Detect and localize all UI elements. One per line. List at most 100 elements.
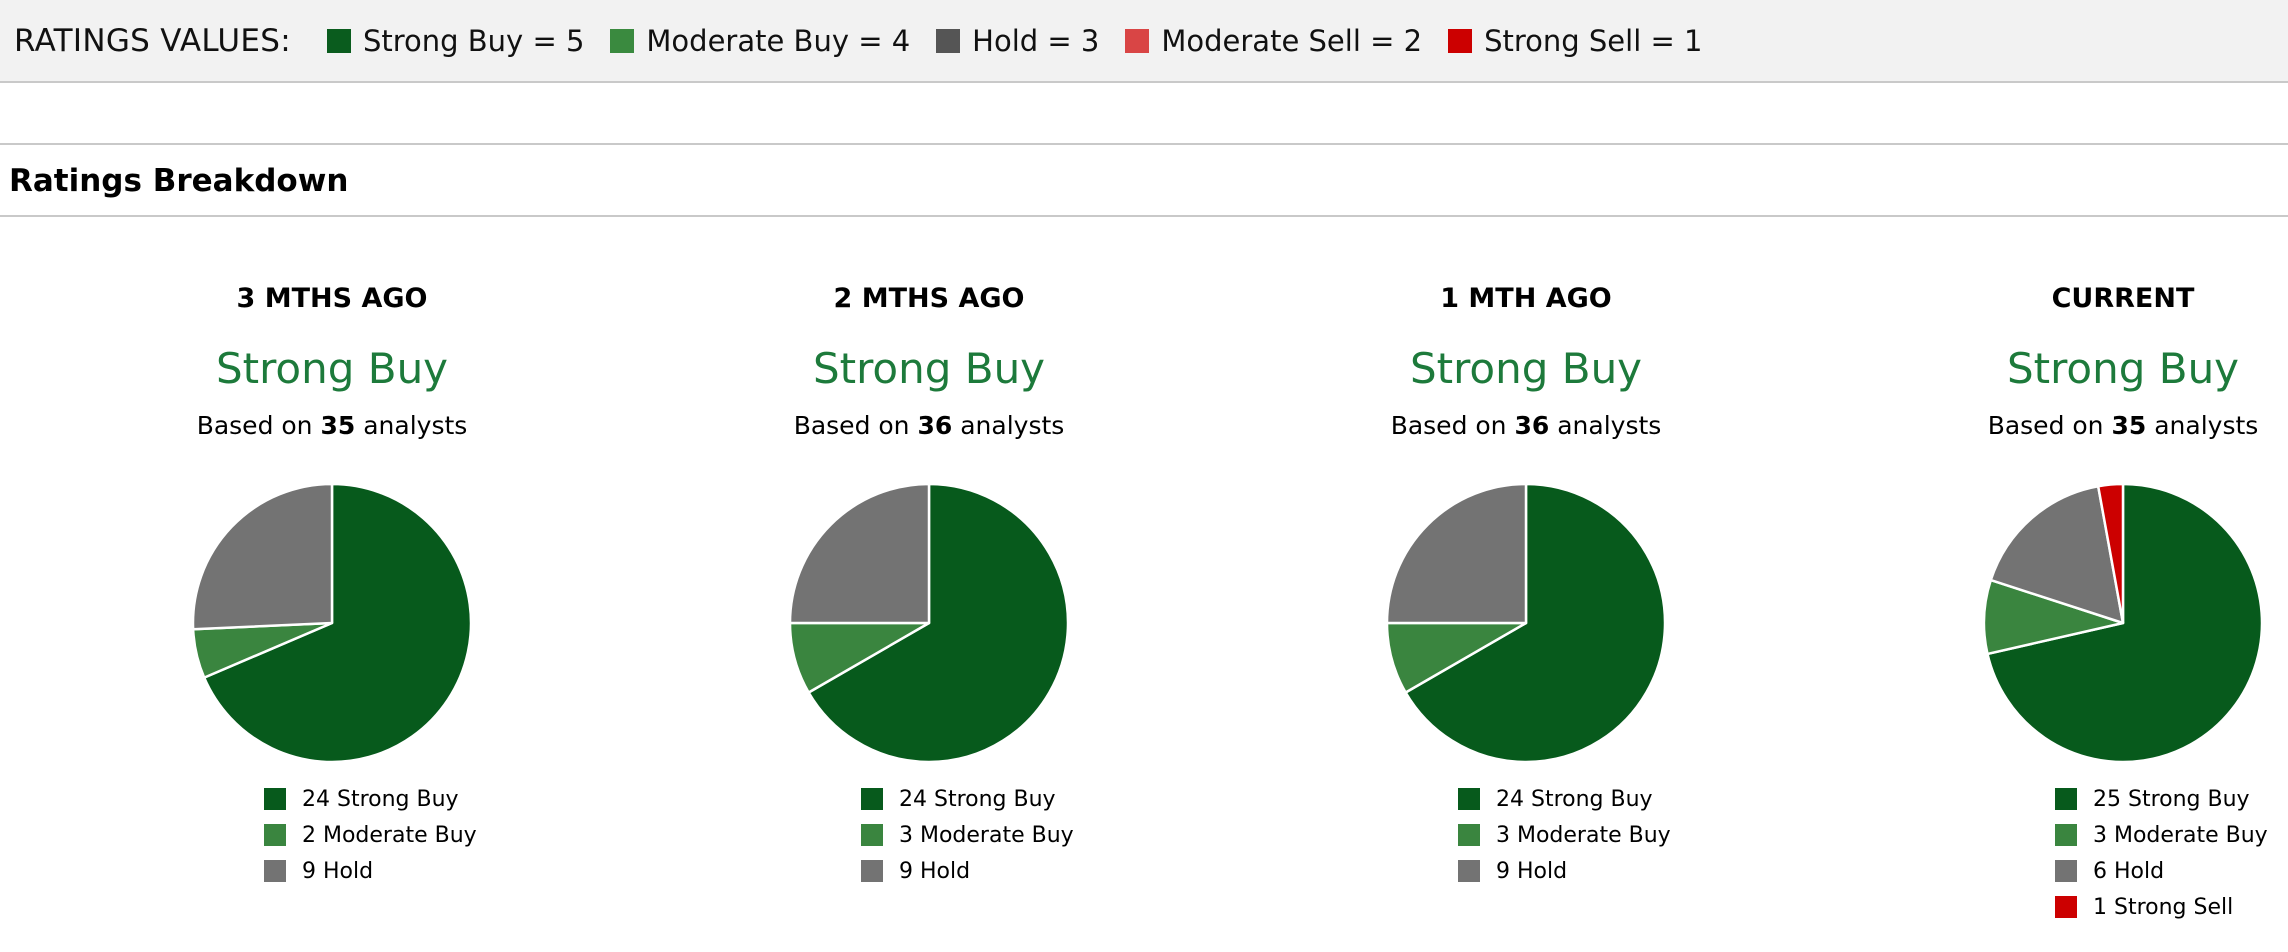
- based-on-prefix: Based on: [793, 411, 910, 440]
- legend-item: 2 Moderate Buy: [264, 817, 477, 853]
- legend-label: 25 Strong Buy: [2093, 786, 2250, 812]
- key-moderate-sell: Moderate Sell = 2: [1125, 24, 1422, 58]
- moderate-buy-swatch: [610, 28, 635, 53]
- legend-item: 1 Strong Sell: [2055, 889, 2268, 925]
- legend-item: 9 Hold: [264, 853, 477, 889]
- based-on-prefix: Based on: [1390, 411, 1507, 440]
- period-2-mths-ago: 2 MTHS AGO Strong Buy Based on 36 analysts…: [631, 217, 1227, 952]
- consensus-rating: Strong Buy: [215, 344, 449, 393]
- legend-label: 24 Strong Buy: [1496, 786, 1653, 812]
- period-heading: 2 MTHS AGO: [833, 283, 1025, 314]
- analyst-count: 35: [2111, 411, 2147, 440]
- pie-legend: 24 Strong Buy 2 Moderate Buy 9 Hold: [264, 781, 477, 889]
- legend-swatch: [861, 860, 883, 882]
- key-strong-sell: Strong Sell = 1: [1448, 24, 1702, 58]
- key-moderate-buy-label: Moderate Buy = 4: [646, 23, 911, 58]
- legend-swatch: [264, 788, 286, 810]
- pie-slice-strong-buy: [202, 482, 473, 764]
- ratings-pie-chart: [788, 482, 1070, 764]
- pie-slice-strong-buy: [807, 482, 1070, 764]
- based-on-text: Based on 35 analysts: [34, 411, 630, 440]
- pie-slice-strong-sell: [2096, 482, 2125, 625]
- legend-label: 1 Strong Sell: [2093, 894, 2234, 920]
- pie-slice-strong-buy: [1986, 482, 2264, 764]
- consensus-rating: Strong Buy: [2006, 344, 2240, 393]
- ratings-pie-chart: [191, 482, 473, 764]
- legend-swatch: [264, 860, 286, 882]
- period-current: CURRENT Strong Buy Based on 35 analysts 25 …: [1825, 217, 2288, 952]
- based-on-suffix: analysts: [2154, 411, 2259, 440]
- legend-label: 6 Hold: [2093, 858, 2165, 884]
- legend-label: 9 Hold: [302, 858, 374, 884]
- legend-item: 3 Moderate Buy: [861, 817, 1074, 853]
- period-heading: 1 MTH AGO: [1440, 283, 1612, 314]
- legend-label: 24 Strong Buy: [899, 786, 1056, 812]
- legend-label: 9 Hold: [1496, 858, 1568, 884]
- legend-swatch: [264, 824, 286, 846]
- legend-swatch: [861, 788, 883, 810]
- moderate-sell-swatch: [1125, 28, 1150, 53]
- section-title: Ratings Breakdown: [9, 163, 349, 199]
- legend-label: 9 Hold: [899, 858, 971, 884]
- legend-label: 3 Moderate Buy: [1496, 822, 1671, 848]
- pie-slice-hold: [788, 482, 931, 625]
- pie-legend: 24 Strong Buy 3 Moderate Buy 9 Hold: [861, 781, 1074, 889]
- pie-legend: 24 Strong Buy 3 Moderate Buy 9 Hold: [1458, 781, 1671, 889]
- ratings-values-label: RATINGS VALUES:: [14, 22, 291, 59]
- legend-item: 9 Hold: [861, 853, 1074, 889]
- legend-swatch: [861, 824, 883, 846]
- legend-swatch: [2055, 824, 2077, 846]
- legend-item: 24 Strong Buy: [264, 781, 477, 817]
- legend-item: 6 Hold: [2055, 853, 2268, 889]
- pie-slice-hold: [191, 482, 334, 631]
- legend-item: 24 Strong Buy: [861, 781, 1074, 817]
- based-on-prefix: Based on: [1987, 411, 2104, 440]
- pie-slice-strong-buy: [1404, 482, 1667, 764]
- consensus-rating: Strong Buy: [812, 344, 1046, 393]
- period-3-mths-ago: 3 MTHS AGO Strong Buy Based on 35 analysts…: [34, 217, 630, 952]
- analyst-count: 36: [917, 411, 953, 440]
- legend-item: 3 Moderate Buy: [2055, 817, 2268, 853]
- legend-item: 24 Strong Buy: [1458, 781, 1671, 817]
- based-on-text: Based on 36 analysts: [1228, 411, 1824, 440]
- consensus-rating: Strong Buy: [1409, 344, 1643, 393]
- key-strong-buy-label: Strong Buy = 5: [362, 23, 585, 58]
- key-moderate-buy: Moderate Buy = 4: [610, 24, 910, 58]
- legend-label: 3 Moderate Buy: [2093, 822, 2268, 848]
- based-on-text: Based on 35 analysts: [1825, 411, 2288, 440]
- analyst-count: 35: [320, 411, 356, 440]
- legend-swatch: [2055, 788, 2077, 810]
- section-header: Ratings Breakdown: [0, 145, 2288, 217]
- based-on-suffix: analysts: [363, 411, 468, 440]
- key-hold: Hold = 3: [936, 24, 1099, 58]
- based-on-suffix: analysts: [960, 411, 1065, 440]
- based-on-text: Based on 36 analysts: [631, 411, 1227, 440]
- pie-legend: 25 Strong Buy 3 Moderate Buy 6 Hold 1 Stron…: [2055, 781, 2268, 925]
- legend-item: 25 Strong Buy: [2055, 781, 2268, 817]
- ratings-values-bar: RATINGS VALUES: Strong Buy = 5 Moderate …: [0, 0, 2288, 83]
- pie-slice-hold: [1989, 484, 2125, 625]
- legend-swatch: [2055, 860, 2077, 882]
- legend-swatch: [1458, 824, 1480, 846]
- key-strong-sell-label: Strong Sell = 1: [1484, 23, 1703, 58]
- legend-swatch: [2055, 896, 2077, 918]
- key-strong-buy: Strong Buy = 5: [326, 23, 585, 58]
- based-on-suffix: analysts: [1557, 411, 1662, 440]
- strong-buy-swatch: [326, 28, 351, 53]
- key-hold-label: Hold = 3: [972, 23, 1100, 58]
- legend-item: 3 Moderate Buy: [1458, 817, 1671, 853]
- spacer-band: [0, 83, 2288, 145]
- legend-label: 24 Strong Buy: [302, 786, 459, 812]
- pie-slice-hold: [1385, 482, 1528, 625]
- legend-label: 2 Moderate Buy: [302, 822, 477, 848]
- hold-swatch: [936, 28, 961, 53]
- legend-item: 9 Hold: [1458, 853, 1671, 889]
- ratings-pie-chart: [1982, 482, 2264, 764]
- legend-swatch: [1458, 788, 1480, 810]
- strong-sell-swatch: [1448, 28, 1473, 53]
- period-1-mth-ago: 1 MTH AGO Strong Buy Based on 36 analysts 2…: [1228, 217, 1824, 952]
- period-heading: 3 MTHS AGO: [236, 283, 428, 314]
- legend-label: 3 Moderate Buy: [899, 822, 1074, 848]
- analyst-count: 36: [1514, 411, 1550, 440]
- legend-swatch: [1458, 860, 1480, 882]
